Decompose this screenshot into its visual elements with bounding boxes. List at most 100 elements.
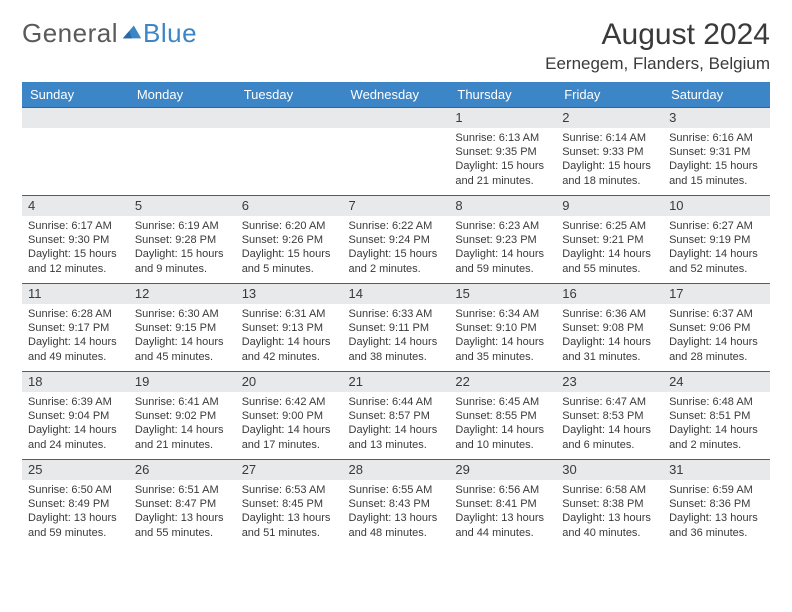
sunrise-label: Sunrise: — [28, 220, 68, 232]
calendar-day-cell: 18Sunrise: 6:39 AMSunset: 9:04 PMDayligh… — [22, 372, 129, 460]
calendar-day-cell: 10Sunrise: 6:27 AMSunset: 9:19 PMDayligh… — [663, 196, 770, 284]
calendar-week: 1Sunrise: 6:13 AMSunset: 9:35 PMDaylight… — [22, 108, 770, 196]
calendar-day-cell: 16Sunrise: 6:36 AMSunset: 9:08 PMDayligh… — [556, 284, 663, 372]
day-info: Sunrise: 6:14 AMSunset: 9:33 PMDaylight:… — [556, 128, 663, 189]
sunset-value: 8:51 PM — [709, 410, 750, 422]
day-number: 19 — [129, 372, 236, 392]
calendar-week: 11Sunrise: 6:28 AMSunset: 9:17 PMDayligh… — [22, 284, 770, 372]
daylight-label: Daylight: — [669, 160, 712, 172]
sunset-value: 9:02 PM — [175, 410, 216, 422]
sunset-value: 9:28 PM — [175, 234, 216, 246]
sunrise-value: 6:51 AM — [178, 484, 218, 496]
sunrise-value: 6:44 AM — [392, 396, 432, 408]
daylight-label: Daylight: — [562, 160, 605, 172]
sunset-value: 9:21 PM — [603, 234, 644, 246]
sunset-line: Sunset: 8:45 PM — [242, 497, 337, 511]
location: Eernegem, Flanders, Belgium — [545, 54, 770, 74]
sunrise-label: Sunrise: — [242, 308, 282, 320]
sunset-label: Sunset: — [562, 410, 599, 422]
day-number: 14 — [343, 284, 450, 304]
sunset-line: Sunset: 9:28 PM — [135, 233, 230, 247]
day-number: 16 — [556, 284, 663, 304]
sunrise-value: 6:14 AM — [606, 132, 646, 144]
sunrise-line: Sunrise: 6:27 AM — [669, 219, 764, 233]
daylight-line: Daylight: 15 hours and 9 minutes. — [135, 247, 230, 275]
calendar-week: 4Sunrise: 6:17 AMSunset: 9:30 PMDaylight… — [22, 196, 770, 284]
sunset-line: Sunset: 9:19 PM — [669, 233, 764, 247]
day-info: Sunrise: 6:23 AMSunset: 9:23 PMDaylight:… — [449, 216, 556, 277]
daylight-label: Daylight: — [562, 424, 605, 436]
sunset-line: Sunset: 9:10 PM — [455, 321, 550, 335]
calendar-day-cell: 23Sunrise: 6:47 AMSunset: 8:53 PMDayligh… — [556, 372, 663, 460]
day-info: Sunrise: 6:34 AMSunset: 9:10 PMDaylight:… — [449, 304, 556, 365]
sunrise-line: Sunrise: 6:37 AM — [669, 307, 764, 321]
daylight-line: Daylight: 14 hours and 6 minutes. — [562, 423, 657, 451]
calendar-day-cell: 14Sunrise: 6:33 AMSunset: 9:11 PMDayligh… — [343, 284, 450, 372]
sunset-label: Sunset: — [349, 498, 386, 510]
day-info: Sunrise: 6:27 AMSunset: 9:19 PMDaylight:… — [663, 216, 770, 277]
sunset-label: Sunset: — [349, 410, 386, 422]
day-number: 30 — [556, 460, 663, 480]
day-info: Sunrise: 6:17 AMSunset: 9:30 PMDaylight:… — [22, 216, 129, 277]
day-info: Sunrise: 6:16 AMSunset: 9:31 PMDaylight:… — [663, 128, 770, 189]
sunrise-value: 6:39 AM — [71, 396, 111, 408]
day-number: 11 — [22, 284, 129, 304]
day-number: 31 — [663, 460, 770, 480]
daylight-line: Daylight: 14 hours and 31 minutes. — [562, 335, 657, 363]
sunset-value: 9:30 PM — [68, 234, 109, 246]
day-header: Wednesday — [343, 82, 450, 108]
sunrise-label: Sunrise: — [135, 308, 175, 320]
daylight-label: Daylight: — [135, 512, 178, 524]
calendar-day-cell: 25Sunrise: 6:50 AMSunset: 8:49 PMDayligh… — [22, 460, 129, 548]
day-number: 3 — [663, 108, 770, 128]
brand-logo: General Blue — [22, 18, 197, 49]
sunrise-line: Sunrise: 6:44 AM — [349, 395, 444, 409]
sunset-value: 9:31 PM — [709, 146, 750, 158]
sunrise-line: Sunrise: 6:41 AM — [135, 395, 230, 409]
sunset-label: Sunset: — [455, 322, 492, 334]
day-info: Sunrise: 6:20 AMSunset: 9:26 PMDaylight:… — [236, 216, 343, 277]
day-number: 12 — [129, 284, 236, 304]
day-info: Sunrise: 6:31 AMSunset: 9:13 PMDaylight:… — [236, 304, 343, 365]
sunrise-value: 6:59 AM — [712, 484, 752, 496]
sunset-value: 9:35 PM — [496, 146, 537, 158]
sunrise-line: Sunrise: 6:53 AM — [242, 483, 337, 497]
sunrise-line: Sunrise: 6:34 AM — [455, 307, 550, 321]
calendar-week: 18Sunrise: 6:39 AMSunset: 9:04 PMDayligh… — [22, 372, 770, 460]
sunset-line: Sunset: 9:00 PM — [242, 409, 337, 423]
sunrise-label: Sunrise: — [242, 396, 282, 408]
header: General Blue August 2024 Eernegem, Fland… — [22, 18, 770, 74]
calendar-day-cell: 17Sunrise: 6:37 AMSunset: 9:06 PMDayligh… — [663, 284, 770, 372]
sunrise-label: Sunrise: — [669, 396, 709, 408]
calendar-day-cell — [236, 108, 343, 196]
day-info: Sunrise: 6:50 AMSunset: 8:49 PMDaylight:… — [22, 480, 129, 541]
day-info: Sunrise: 6:48 AMSunset: 8:51 PMDaylight:… — [663, 392, 770, 453]
sunrise-label: Sunrise: — [28, 308, 68, 320]
daylight-label: Daylight: — [135, 248, 178, 260]
calendar-day-cell: 12Sunrise: 6:30 AMSunset: 9:15 PMDayligh… — [129, 284, 236, 372]
calendar-day-cell: 15Sunrise: 6:34 AMSunset: 9:10 PMDayligh… — [449, 284, 556, 372]
calendar-day-cell: 21Sunrise: 6:44 AMSunset: 8:57 PMDayligh… — [343, 372, 450, 460]
calendar-day-cell — [129, 108, 236, 196]
calendar-day-cell — [22, 108, 129, 196]
sunset-line: Sunset: 9:11 PM — [349, 321, 444, 335]
daylight-label: Daylight: — [28, 248, 71, 260]
daylight-label: Daylight: — [28, 424, 71, 436]
day-header: Thursday — [449, 82, 556, 108]
daylight-label: Daylight: — [349, 424, 392, 436]
day-info: Sunrise: 6:19 AMSunset: 9:28 PMDaylight:… — [129, 216, 236, 277]
day-number: 10 — [663, 196, 770, 216]
sunrise-value: 6:36 AM — [606, 308, 646, 320]
daylight-line: Daylight: 15 hours and 5 minutes. — [242, 247, 337, 275]
sunrise-line: Sunrise: 6:13 AM — [455, 131, 550, 145]
sunrise-label: Sunrise: — [242, 484, 282, 496]
day-number: 4 — [22, 196, 129, 216]
sunset-label: Sunset: — [28, 234, 65, 246]
sunset-label: Sunset: — [455, 234, 492, 246]
day-info: Sunrise: 6:53 AMSunset: 8:45 PMDaylight:… — [236, 480, 343, 541]
day-number — [236, 108, 343, 128]
calendar-day-cell: 30Sunrise: 6:58 AMSunset: 8:38 PMDayligh… — [556, 460, 663, 548]
day-number: 9 — [556, 196, 663, 216]
sunrise-value: 6:31 AM — [285, 308, 325, 320]
sunset-line: Sunset: 9:21 PM — [562, 233, 657, 247]
